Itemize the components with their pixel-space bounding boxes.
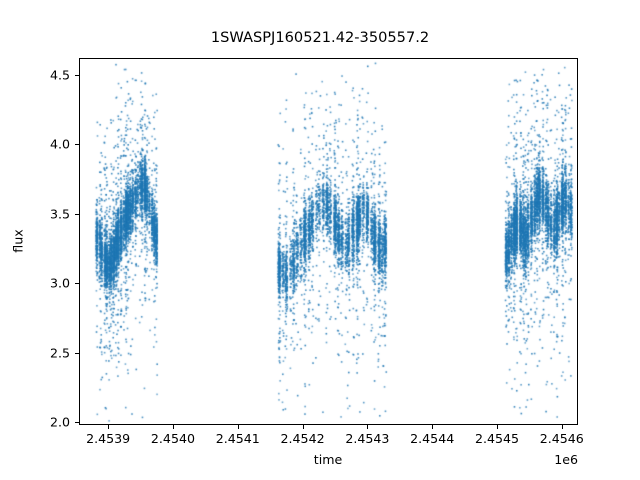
x-tick-label: 2.4544 <box>410 431 455 446</box>
x-tick-label: 2.4542 <box>280 431 325 446</box>
plot-axes <box>79 58 578 425</box>
x-tick-label: 2.4540 <box>150 431 195 446</box>
x-tick-mark <box>172 425 174 429</box>
x-tick-mark <box>432 425 434 429</box>
y-tick-label: 3.5 <box>49 206 70 222</box>
y-tick-label: 4.0 <box>49 136 70 152</box>
x-tick-mark <box>237 425 239 429</box>
x-tick-label: 2.4545 <box>474 431 520 446</box>
x-tick-label: 2.4546 <box>539 431 584 446</box>
y-axis-label: flux <box>10 229 26 253</box>
scatter-data-layer <box>80 59 577 424</box>
x-tick-label: 2.4543 <box>345 431 390 446</box>
x-tick-mark <box>108 425 110 429</box>
x-tick-label: 2.4539 <box>86 431 131 446</box>
y-tick-label: 3.0 <box>49 275 70 291</box>
x-axis-offset-label: 1e6 <box>554 452 578 467</box>
x-tick-mark <box>496 425 498 429</box>
x-axis-label: time <box>313 452 343 467</box>
x-tick-mark <box>302 425 304 429</box>
y-tick-label: 4.5 <box>49 67 70 83</box>
x-tick-label: 2.4541 <box>215 431 260 446</box>
x-tick-mark <box>367 425 369 429</box>
y-tick-label: 2.0 <box>49 414 70 430</box>
y-tick-label: 2.5 <box>49 345 70 361</box>
x-tick-mark <box>561 425 563 429</box>
page-title: 1SWASPJ160521.42-350557.2 <box>210 29 430 46</box>
